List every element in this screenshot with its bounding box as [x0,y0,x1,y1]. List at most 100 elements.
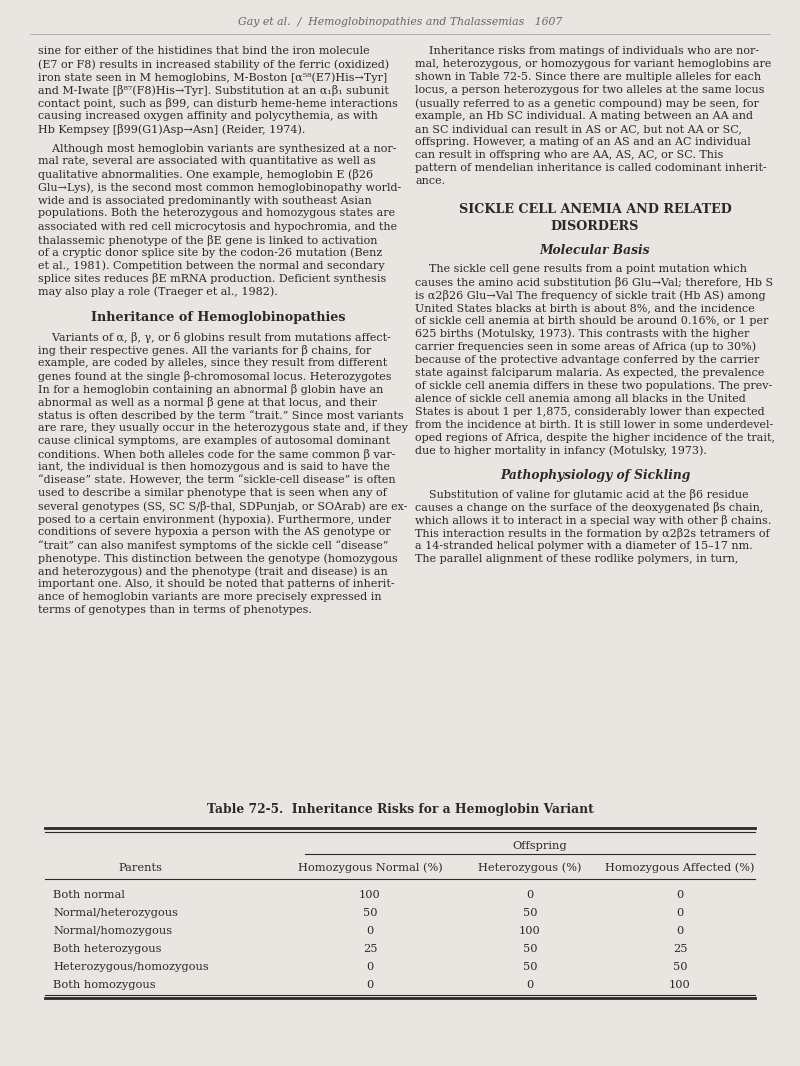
Text: ing their respective genes. All the variants for β chains, for: ing their respective genes. All the vari… [38,345,371,356]
Text: and M-Iwate [β⁸⁷(F8)His→Tyr]. Substitution at an α₁β₁ subunit: and M-Iwate [β⁸⁷(F8)His→Tyr]. Substituti… [38,85,389,96]
Text: an SC individual can result in AS or AC, but not AA or SC,: an SC individual can result in AS or AC,… [415,124,742,134]
Text: DISORDERS: DISORDERS [551,220,639,232]
Text: 50: 50 [522,962,538,972]
Text: “disease” state. However, the term “sickle-cell disease” is often: “disease” state. However, the term “sick… [38,475,396,485]
Text: Glu→Lys), is the second most common hemoglobinopathy world-: Glu→Lys), is the second most common hemo… [38,182,402,193]
Text: conditions. When both alleles code for the same common β var-: conditions. When both alleles code for t… [38,449,395,461]
Text: 25: 25 [362,944,378,954]
Text: several genotypes (SS, SC S/β-thal, SDPunjab, or SOArab) are ex-: several genotypes (SS, SC S/β-thal, SDPu… [38,501,407,512]
Text: Variants of α, β, γ, or δ globins result from mutations affect-: Variants of α, β, γ, or δ globins result… [38,332,391,343]
Text: (E7 or F8) results in increased stability of the ferric (oxidized): (E7 or F8) results in increased stabilit… [38,59,389,69]
Text: oped regions of Africa, despite the higher incidence of the trait,: oped regions of Africa, despite the high… [415,433,775,442]
Text: important one. Also, it should be noted that patterns of inherit-: important one. Also, it should be noted … [38,579,394,589]
Text: which allows it to interact in a special way with other β chains.: which allows it to interact in a special… [415,515,771,526]
Text: Offspring: Offspring [513,841,567,851]
Text: conditions of severe hypoxia a person with the AS genotype or: conditions of severe hypoxia a person wi… [38,527,390,537]
Text: splice sites reduces βE mRNA production. Deficient synthesis: splice sites reduces βE mRNA production.… [38,274,386,285]
Text: Pathophysiology of Sickling: Pathophysiology of Sickling [500,469,690,482]
Text: pattern of mendelian inheritance is called codominant inherit-: pattern of mendelian inheritance is call… [415,163,766,173]
Text: status is often described by the term “trait.” Since most variants: status is often described by the term “t… [38,410,404,421]
Text: offspring. However, a mating of an AS and an AC individual: offspring. However, a mating of an AS an… [415,138,750,147]
Text: state against falciparum malaria. As expected, the prevalence: state against falciparum malaria. As exp… [415,368,764,377]
Text: “trait” can also manifest symptoms of the sickle cell “disease”: “trait” can also manifest symptoms of th… [38,540,388,551]
Text: Normal/heterozygous: Normal/heterozygous [53,908,178,918]
Text: example, an Hb SC individual. A mating between an AA and: example, an Hb SC individual. A mating b… [415,111,753,122]
Text: 0: 0 [366,962,374,972]
Text: qualitative abnormalities. One example, hemoglobin E (β26: qualitative abnormalities. One example, … [38,169,373,180]
Text: phenotype. This distinction between the genotype (homozygous: phenotype. This distinction between the … [38,553,398,564]
Text: 0: 0 [366,926,374,936]
Text: terms of genotypes than in terms of phenotypes.: terms of genotypes than in terms of phen… [38,605,312,615]
Text: Both normal: Both normal [53,890,125,900]
Text: 100: 100 [359,890,381,900]
Text: of a cryptic donor splice site by the codon-26 mutation (Benz: of a cryptic donor splice site by the co… [38,247,382,258]
Text: causes a change on the surface of the deoxygenated βs chain,: causes a change on the surface of the de… [415,502,763,513]
Text: 50: 50 [362,908,378,918]
Text: sine for either of the histidines that bind the iron molecule: sine for either of the histidines that b… [38,46,370,56]
Text: Inheritance risks from matings of individuals who are nor-: Inheritance risks from matings of indivi… [415,46,759,56]
Text: 0: 0 [366,980,374,990]
Text: 100: 100 [669,980,691,990]
Text: 0: 0 [526,890,534,900]
Text: (usually referred to as a genetic compound) may be seen, for: (usually referred to as a genetic compou… [415,98,759,109]
Text: 100: 100 [519,926,541,936]
Text: thalassemic phenotype of the βE gene is linked to activation: thalassemic phenotype of the βE gene is … [38,235,378,245]
Text: a 14-stranded helical polymer with a diameter of 15–17 nm.: a 14-stranded helical polymer with a dia… [415,540,753,551]
Text: 50: 50 [522,908,538,918]
Text: In for a hemoglobin containing an abnormal β globin have an: In for a hemoglobin containing an abnorm… [38,384,383,395]
Text: from the incidence at birth. It is still lower in some underdevel-: from the incidence at birth. It is still… [415,420,774,430]
Text: mal, heterozygous, or homozygous for variant hemoglobins are: mal, heterozygous, or homozygous for var… [415,59,771,69]
Text: 0: 0 [526,980,534,990]
Text: ance of hemoglobin variants are more precisely expressed in: ance of hemoglobin variants are more pre… [38,592,382,602]
Text: may also play a role (Traeger et al., 1982).: may also play a role (Traeger et al., 19… [38,287,278,297]
Text: The sickle cell gene results from a point mutation which: The sickle cell gene results from a poin… [415,263,747,274]
Text: example, are coded by alleles, since they result from different: example, are coded by alleles, since the… [38,358,387,368]
Text: populations. Both the heterozygous and homozygous states are: populations. Both the heterozygous and h… [38,209,395,219]
Text: shown in Table 72-5. Since there are multiple alleles for each: shown in Table 72-5. Since there are mul… [415,72,761,82]
Text: ance.: ance. [415,176,445,185]
Text: used to describe a similar phenotype that is seen when any of: used to describe a similar phenotype tha… [38,488,386,498]
Text: abnormal as well as a normal β gene at that locus, and their: abnormal as well as a normal β gene at t… [38,397,377,408]
Text: Homozygous Affected (%): Homozygous Affected (%) [606,862,754,873]
Text: genes found at the single β-chromosomal locus. Heterozygotes: genes found at the single β-chromosomal … [38,371,391,382]
Text: can result in offspring who are AA, AS, AC, or SC. This: can result in offspring who are AA, AS, … [415,150,723,160]
Text: 0: 0 [676,908,684,918]
Text: of sickle cell anemia differs in these two populations. The prev-: of sickle cell anemia differs in these t… [415,381,772,391]
Text: Although most hemoglobin variants are synthesized at a nor-: Although most hemoglobin variants are sy… [38,144,397,154]
Text: is α2β26 Glu→Val The frequency of sickle trait (Hb AS) among: is α2β26 Glu→Val The frequency of sickle… [415,290,766,301]
Text: because of the protective advantage conferred by the carrier: because of the protective advantage conf… [415,355,759,365]
Text: States is about 1 per 1,875, considerably lower than expected: States is about 1 per 1,875, considerabl… [415,407,765,417]
Text: and heterozygous) and the phenotype (trait and disease) is an: and heterozygous) and the phenotype (tra… [38,566,388,577]
Text: Table 72-5.  Inheritance Risks for a Hemoglobin Variant: Table 72-5. Inheritance Risks for a Hemo… [206,803,594,815]
Text: posed to a certain environment (hypoxia). Furthermore, under: posed to a certain environment (hypoxia)… [38,514,391,524]
Text: Normal/homozygous: Normal/homozygous [53,926,172,936]
Text: This interaction results in the formation by α2β2s tetramers of: This interaction results in the formatio… [415,528,770,538]
Text: Gay et al.  /  Hemoglobinopathies and Thalassemias   1607: Gay et al. / Hemoglobinopathies and Thal… [238,17,562,27]
Text: iron state seen in M hemoglobins, M-Boston [α⁵⁸(E7)His→Tyr]: iron state seen in M hemoglobins, M-Bost… [38,72,387,82]
Text: 50: 50 [673,962,687,972]
Text: United States blacks at birth is about 8%, and the incidence: United States blacks at birth is about 8… [415,303,754,312]
Text: et al., 1981). Competition between the normal and secondary: et al., 1981). Competition between the n… [38,260,385,271]
Text: contact point, such as β99, can disturb heme-heme interactions: contact point, such as β99, can disturb … [38,98,398,109]
Text: 50: 50 [522,944,538,954]
Text: Substitution of valine for glutamic acid at the β6 residue: Substitution of valine for glutamic acid… [415,488,749,500]
Text: The parallel alignment of these rodlike polymers, in turn,: The parallel alignment of these rodlike … [415,553,738,564]
Text: iant, the individual is then homozygous and is said to have the: iant, the individual is then homozygous … [38,462,390,472]
Text: associated with red cell microcytosis and hypochromia, and the: associated with red cell microcytosis an… [38,222,397,231]
Text: of sickle cell anemia at birth should be around 0.16%, or 1 per: of sickle cell anemia at birth should be… [415,316,768,326]
Text: Inheritance of Hemoglobinopathies: Inheritance of Hemoglobinopathies [90,311,346,324]
Text: due to higher mortality in infancy (Motulsky, 1973).: due to higher mortality in infancy (Motu… [415,446,707,456]
Text: alence of sickle cell anemia among all blacks in the United: alence of sickle cell anemia among all b… [415,393,746,404]
Text: 625 births (Motulsky, 1973). This contrasts with the higher: 625 births (Motulsky, 1973). This contra… [415,328,750,339]
Text: Heterozygous/homozygous: Heterozygous/homozygous [53,962,209,972]
Text: Molecular Basis: Molecular Basis [540,244,650,257]
Text: Heterozygous (%): Heterozygous (%) [478,862,582,873]
Text: Both homozygous: Both homozygous [53,980,156,990]
Text: cause clinical symptoms, are examples of autosomal dominant: cause clinical symptoms, are examples of… [38,436,390,446]
Text: Both heterozygous: Both heterozygous [53,944,162,954]
Text: wide and is associated predominantly with southeast Asian: wide and is associated predominantly wit… [38,195,372,206]
Text: carrier frequencies seen in some areas of Africa (up to 30%): carrier frequencies seen in some areas o… [415,342,756,352]
Text: are rare, they usually occur in the heterozygous state and, if they: are rare, they usually occur in the hete… [38,423,408,433]
Text: Parents: Parents [118,863,162,873]
Text: Hb Kempsey [β99(G1)Asp→Asn] (Reider, 1974).: Hb Kempsey [β99(G1)Asp→Asn] (Reider, 197… [38,124,306,135]
